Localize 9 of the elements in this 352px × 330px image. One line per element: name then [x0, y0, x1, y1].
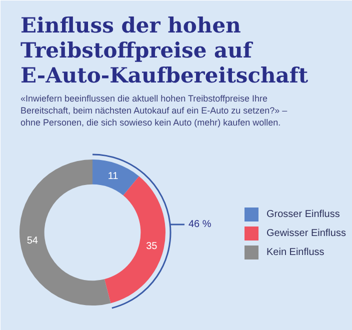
- chart-subtitle: «Inwiefern beeinflussen die aktuell hohen Treibstoffpreise Ihre Bereitschaft, beim nächsten Autokauf auf ein E-Auto zu setzen?» – ohne Personen, die sich sowieso kein Auto (mehr) kaufen wollen.: [20, 94, 288, 128]
- legend-label: Gewisser Einfluss: [266, 228, 346, 239]
- legend-label: Kein Einfluss: [266, 247, 324, 258]
- legend-label: Grosser Einfluss: [266, 209, 340, 220]
- data-label: 54: [26, 236, 38, 247]
- text: 46 %: [188, 219, 212, 230]
- data-label: 11: [108, 170, 119, 182]
- chart-title: Einfluss der hohen Treibstoffpreise auf E-Auto-Kaufbereitschaft: [20, 12, 308, 88]
- data-label: 35: [146, 241, 158, 252]
